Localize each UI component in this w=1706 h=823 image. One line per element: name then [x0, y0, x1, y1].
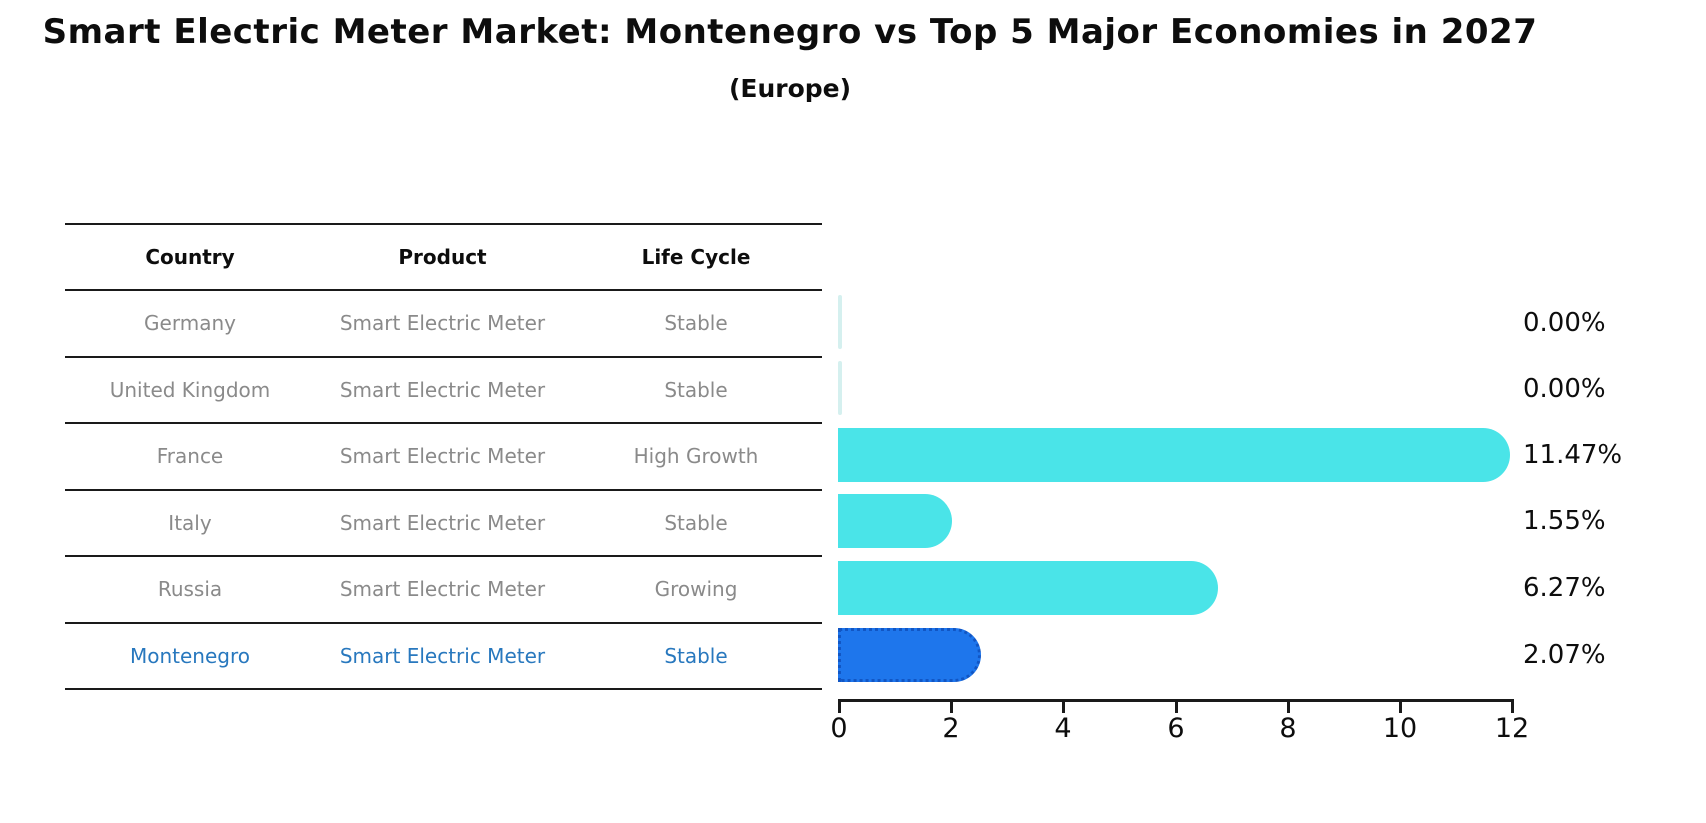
cell-life-cycle: High Growth [633, 444, 759, 469]
value-label-italy: 1.55% [1523, 506, 1606, 536]
table-row-france: France Smart Electric Meter High Growth [65, 424, 822, 491]
table-row-italy: Italy Smart Electric Meter Stable [65, 491, 822, 557]
cell-life-cycle: Stable [664, 510, 728, 535]
x-axis-tick-label: 12 [1494, 713, 1530, 744]
value-label-montenegro: 2.07% [1523, 640, 1606, 670]
value-label-united-kingdom: 0.00% [1523, 374, 1606, 404]
cell-country: France [156, 444, 224, 469]
cell-life-cycle: Stable [664, 311, 728, 336]
cell-product: Smart Electric Meter [339, 643, 546, 668]
cell-life-cycle: Stable [664, 377, 728, 402]
x-axis-tick-label: 0 [830, 713, 848, 744]
table-row-germany: Germany Smart Electric Meter Stable [65, 291, 822, 358]
x-axis-tick [1175, 699, 1178, 713]
bar-italy [838, 494, 953, 548]
bar-france [838, 428, 1511, 482]
column-header-life-cycle: Life Cycle [641, 245, 751, 269]
cell-product: Smart Electric Meter [339, 510, 546, 535]
x-axis-tick [1287, 699, 1290, 713]
x-axis-tick-label: 6 [1167, 713, 1185, 744]
x-axis-tick [950, 699, 953, 713]
table-row-united-kingdom: United Kingdom Smart Electric Meter Stab… [65, 358, 822, 424]
cell-product: Smart Electric Meter [339, 577, 546, 602]
cell-country: United Kingdom [109, 377, 271, 402]
table-header-row: Country Product Life Cycle [65, 225, 822, 291]
x-axis-tick [1062, 699, 1065, 713]
bar-germany [838, 295, 842, 349]
x-axis-tick-label: 10 [1382, 713, 1418, 744]
bar-russia [838, 561, 1218, 615]
cell-country: Germany [144, 311, 236, 336]
value-label-france: 11.47% [1523, 440, 1623, 470]
x-axis-tick-label: 8 [1279, 713, 1297, 744]
cell-product: Smart Electric Meter [339, 377, 546, 402]
chart-subtitle: (Europe) [728, 74, 852, 103]
table-row-montenegro: Montenegro Smart Electric Meter Stable [65, 624, 822, 690]
cell-product: Smart Electric Meter [339, 311, 546, 336]
x-axis-tick [838, 699, 841, 713]
table-row-russia: Russia Smart Electric Meter Growing [65, 557, 822, 624]
x-axis-tick-label: 4 [1054, 713, 1072, 744]
bar-montenegro [838, 628, 982, 682]
country-table: Country Product Life Cycle Germany Smart… [65, 223, 822, 690]
cell-life-cycle: Growing [654, 577, 738, 602]
column-header-country: Country [145, 245, 235, 269]
cell-country: Montenegro [129, 643, 250, 668]
cell-life-cycle: Stable [664, 643, 728, 668]
chart-title: Smart Electric Meter Market: Montenegro … [42, 12, 1538, 52]
x-axis-tick [1399, 699, 1402, 713]
cell-country: Russia [157, 577, 223, 602]
bar-united-kingdom [838, 361, 842, 415]
value-label-russia: 6.27% [1523, 573, 1606, 603]
cell-product: Smart Electric Meter [339, 444, 546, 469]
x-axis-tick-label: 2 [942, 713, 960, 744]
value-label-germany: 0.00% [1523, 308, 1606, 338]
x-axis-tick [1511, 699, 1514, 713]
column-header-product: Product [398, 245, 487, 269]
cell-country: Italy [168, 510, 212, 535]
